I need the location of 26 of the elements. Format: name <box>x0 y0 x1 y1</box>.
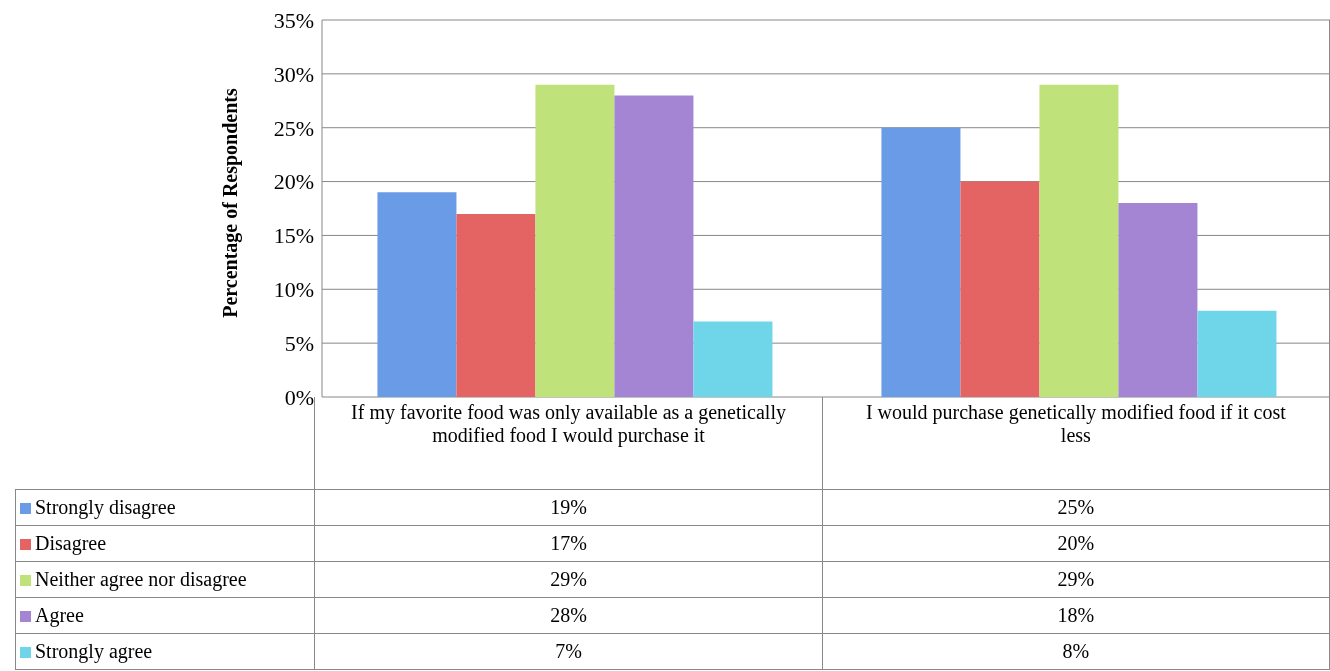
y-tick-label: 15% <box>273 223 314 249</box>
data-label: 28% <box>314 597 823 633</box>
y-tick-label: 30% <box>273 61 314 87</box>
y-tick-label: 20% <box>273 169 314 195</box>
data-label: 20% <box>822 525 1330 561</box>
y-tick-label: 10% <box>273 277 314 303</box>
legend-label: Agree <box>15 597 315 633</box>
y-tick-label: 35% <box>273 7 314 33</box>
data-label: 7% <box>314 633 823 669</box>
data-label: 18% <box>822 597 1330 633</box>
legend-label: Neither agree nor disagree <box>15 561 315 597</box>
legend-label: Strongly agree <box>15 633 315 669</box>
legend-label: Disagree <box>15 525 315 561</box>
legend-label: Strongly disagree <box>15 489 315 525</box>
x-tick-label: I would purchase genetically modified food if it cost less <box>822 397 1330 489</box>
y-tick-label: 0% <box>284 384 314 410</box>
y-axis-title: Percentage of Respondents <box>218 88 242 318</box>
data-label: 19% <box>314 489 823 525</box>
data-label: 17% <box>314 525 823 561</box>
data-label: 8% <box>822 633 1330 669</box>
x-tick-label: If my favorite food was only available as a genetically modified food I would purchase it <box>314 397 823 489</box>
y-tick-label: 25% <box>273 115 314 141</box>
data-label: 29% <box>822 561 1330 597</box>
data-label: 25% <box>822 489 1330 525</box>
data-label: 29% <box>314 561 823 597</box>
y-tick-label: 5% <box>284 330 314 356</box>
